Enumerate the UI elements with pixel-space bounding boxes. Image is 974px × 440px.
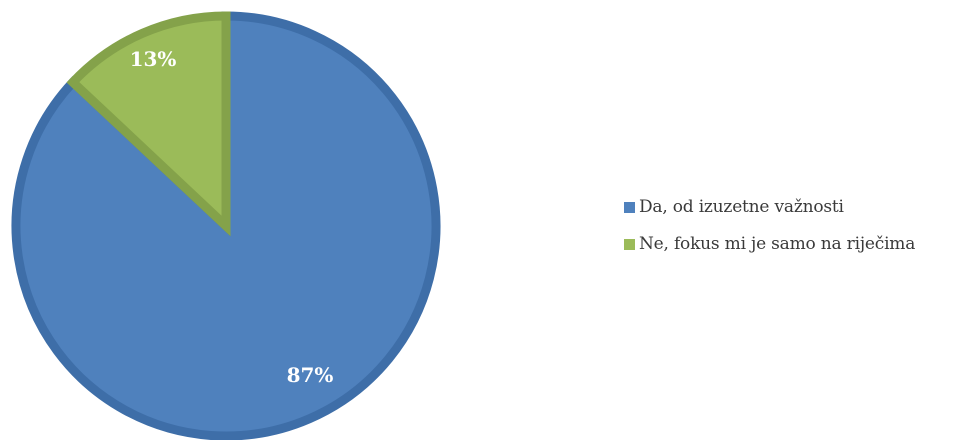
legend-label-no: Ne, fokus mi je samo na riječima [639, 234, 916, 254]
legend-item-no: Ne, fokus mi je samo na riječima [624, 233, 974, 255]
legend: Da, od izuzetne važnosti Ne, fokus mi je… [624, 196, 974, 270]
legend-item-yes: Da, od izuzetne važnosti [624, 196, 974, 218]
pie-slice-1 [66, 11, 231, 237]
legend-swatch-no [624, 238, 635, 250]
pie-data-labels: 87% 13% [130, 47, 334, 387]
pie-data-label-0: 87% [287, 363, 334, 387]
pie-slices [11, 11, 441, 440]
legend-swatch-yes [624, 201, 635, 213]
legend-label-yes: Da, od izuzetne važnosti [639, 197, 844, 217]
pie-data-label-1: 13% [130, 47, 177, 71]
